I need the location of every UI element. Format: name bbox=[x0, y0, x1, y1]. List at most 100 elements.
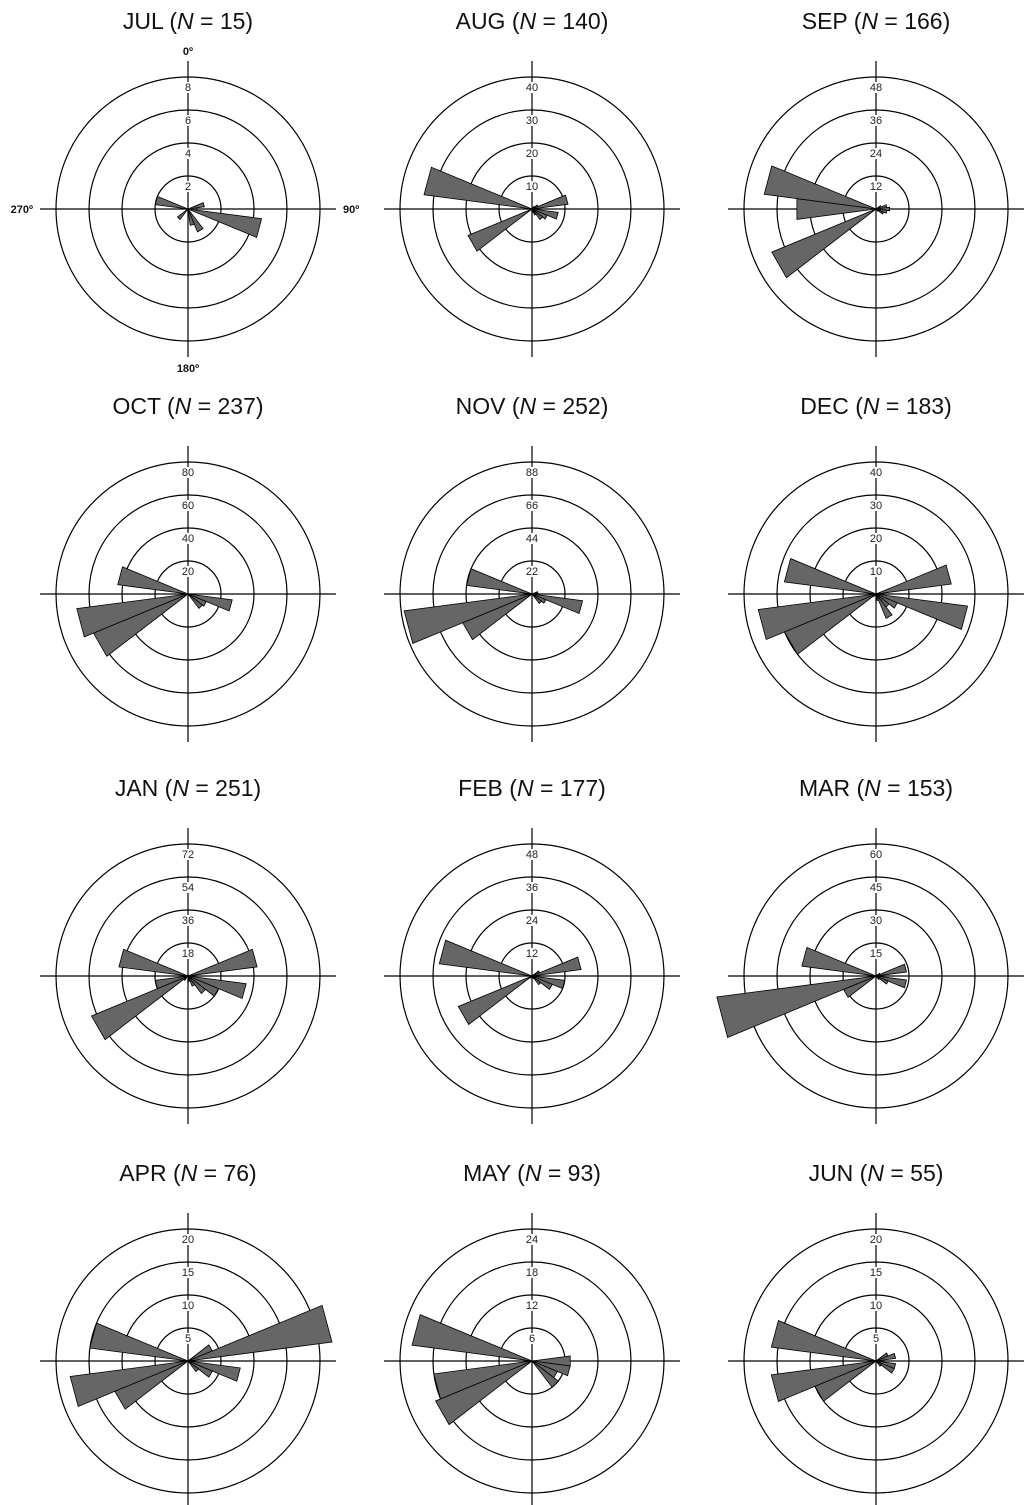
petal-255deg bbox=[757, 593, 877, 641]
ring-label: 20 bbox=[182, 566, 194, 578]
panel-title: FEB (N = 177) bbox=[458, 775, 606, 801]
ring-label-bg bbox=[523, 533, 541, 544]
ring-label-bg bbox=[867, 533, 885, 544]
petal-135deg bbox=[875, 208, 879, 212]
panel-title: SEP (N = 166) bbox=[802, 8, 951, 34]
ring-label-bg bbox=[179, 948, 197, 959]
petal-135deg bbox=[875, 975, 881, 981]
petal-255deg bbox=[770, 1360, 877, 1402]
ring-label: 88 bbox=[526, 467, 538, 479]
panel-title-n: N bbox=[172, 775, 189, 801]
ring-label-bg bbox=[179, 566, 197, 577]
rose-panel-jul: JUL (N = 15) 2 4 6 8 0º 90º 180º 270º bbox=[11, 8, 360, 375]
petal-75deg bbox=[875, 564, 952, 595]
rose-panel-oct: OCT (N = 237) 20 40 60 80 bbox=[40, 393, 336, 742]
rose-panel-sep: SEP (N = 166) 12 24 36 48 bbox=[728, 8, 1024, 357]
ring-label-bg bbox=[523, 181, 541, 192]
ring-label: 10 bbox=[870, 1300, 882, 1312]
ring-label-bg bbox=[867, 882, 885, 893]
petal-285deg bbox=[783, 558, 877, 595]
ring-label-bg bbox=[867, 467, 885, 478]
panel-title-month: OCT ( bbox=[112, 393, 175, 419]
panel-title-month: JUL ( bbox=[123, 8, 177, 34]
petal-75deg bbox=[875, 1352, 897, 1362]
direction-label-east: 90º bbox=[343, 204, 359, 216]
panel-title-n: N bbox=[517, 775, 534, 801]
ring-label: 10 bbox=[182, 1300, 194, 1312]
rose-panel-may: MAY (N = 93) 6 12 18 24 bbox=[384, 1160, 680, 1505]
rose-panel-feb: FEB (N = 177) 12 24 36 48 bbox=[384, 775, 680, 1124]
ring-label-bg bbox=[179, 533, 197, 544]
ring-label-bg bbox=[867, 1267, 885, 1278]
petal-135deg bbox=[875, 1360, 882, 1367]
ring-label-bg bbox=[179, 500, 197, 511]
ring-label: 36 bbox=[870, 115, 882, 127]
panel-title-month: MAR ( bbox=[799, 775, 865, 801]
panel-title-n: N bbox=[864, 775, 881, 801]
petal-75deg bbox=[531, 956, 582, 977]
ring-label: 30 bbox=[870, 915, 882, 927]
ring-label-bg bbox=[867, 1300, 885, 1311]
ring-label: 2 bbox=[185, 181, 191, 193]
panel-title-month: JUN ( bbox=[809, 1160, 868, 1186]
ring-label: 22 bbox=[526, 566, 538, 578]
petal-285deg bbox=[423, 166, 533, 210]
rose-panel-dec: DEC (N = 183) 10 20 30 40 bbox=[728, 393, 1024, 742]
ring-label-bg bbox=[523, 1267, 541, 1278]
petal-285deg bbox=[801, 946, 877, 977]
panel-title-count: = 76) bbox=[197, 1160, 256, 1186]
ring-label: 12 bbox=[526, 948, 538, 960]
ring-label-bg bbox=[867, 948, 885, 959]
ring-label-bg bbox=[523, 849, 541, 860]
rose-panel-nov: NOV (N = 252) 22 44 66 88 bbox=[384, 393, 680, 742]
ring-label: 20 bbox=[526, 148, 538, 160]
petal-255deg bbox=[716, 975, 877, 1039]
ring-label-bg bbox=[867, 148, 885, 159]
panel-title-month: NOV ( bbox=[456, 393, 520, 419]
petal-150deg bbox=[531, 975, 535, 980]
petal-285deg bbox=[763, 165, 877, 210]
ring-label: 6 bbox=[185, 115, 191, 127]
ring-label: 4 bbox=[185, 148, 191, 160]
ring-label-bg bbox=[179, 82, 197, 93]
ring-label-bg bbox=[523, 566, 541, 577]
ring-label-bg bbox=[179, 181, 197, 192]
ring-label: 36 bbox=[182, 915, 194, 927]
petal-255deg bbox=[154, 975, 189, 990]
ring-label: 20 bbox=[870, 533, 882, 545]
ring-label-bg bbox=[867, 566, 885, 577]
ring-label-bg bbox=[523, 915, 541, 926]
ring-label: 60 bbox=[870, 849, 882, 861]
petal-165deg bbox=[187, 208, 195, 226]
petal-240deg bbox=[90, 975, 189, 1041]
ring-label-bg bbox=[179, 1234, 197, 1245]
panel-title: AUG (N = 140) bbox=[456, 8, 609, 34]
panel-title-count: = 252) bbox=[536, 393, 608, 419]
rose-panel-jan: JAN (N = 251) 18 36 54 72 bbox=[40, 775, 336, 1124]
ring-label: 5 bbox=[185, 1333, 191, 1345]
petal-75deg bbox=[531, 194, 569, 210]
panel-title-count: = 153) bbox=[881, 775, 953, 801]
petal-285deg bbox=[89, 1322, 189, 1362]
petal-225deg bbox=[176, 208, 189, 221]
petal-285deg bbox=[154, 195, 189, 210]
ring-label-bg bbox=[867, 915, 885, 926]
ring-label: 60 bbox=[182, 500, 194, 512]
ring-label-bg bbox=[179, 1267, 197, 1278]
ring-label: 15 bbox=[870, 1267, 882, 1279]
petal-135deg bbox=[531, 593, 543, 605]
ring-label: 72 bbox=[182, 849, 194, 861]
rose-panel-jun: JUN (N = 55) 5 10 15 20 bbox=[728, 1160, 1024, 1505]
ring-label-bg bbox=[179, 467, 197, 478]
ring-label-bg bbox=[179, 849, 197, 860]
ring-label: 15 bbox=[870, 948, 882, 960]
panel-title-n: N bbox=[863, 393, 880, 419]
ring-label: 15 bbox=[182, 1267, 194, 1279]
panel-title-month: MAY ( bbox=[463, 1160, 525, 1186]
ring-label: 45 bbox=[870, 882, 882, 894]
ring-label: 24 bbox=[526, 915, 538, 927]
ring-label-bg bbox=[867, 181, 885, 192]
panel-title-n: N bbox=[181, 1160, 198, 1186]
petal-285deg bbox=[118, 948, 189, 977]
petal-135deg bbox=[531, 1360, 559, 1388]
